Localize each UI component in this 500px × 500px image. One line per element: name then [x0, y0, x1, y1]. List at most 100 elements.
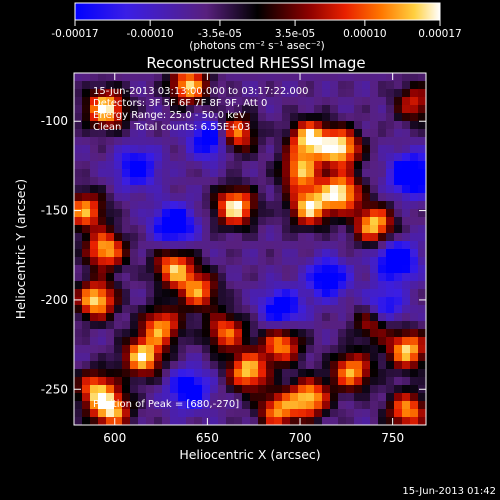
footer-timestamp: 15-Jun-2013 01:42 — [402, 486, 496, 497]
heatmap-cell — [338, 305, 347, 314]
heatmap-cell — [242, 185, 251, 194]
heatmap-cell — [146, 169, 155, 178]
heatmap-cell — [98, 113, 107, 122]
heatmap-cell — [330, 313, 339, 322]
heatmap-cell — [378, 321, 387, 330]
heatmap-cell — [290, 321, 299, 330]
y-axis-ticks: -100-150-200-250 — [41, 114, 426, 396]
heatmap-cell — [114, 129, 123, 138]
heatmap-cell — [266, 257, 275, 266]
heatmap-cell — [138, 297, 147, 306]
heatmap-cell — [314, 177, 323, 186]
heatmap-cell — [354, 129, 363, 138]
heatmap-cell — [346, 321, 355, 330]
heatmap-cell — [362, 161, 371, 170]
heatmap-cell — [234, 105, 243, 114]
heatmap-cell — [338, 177, 347, 186]
heatmap-cell — [154, 249, 163, 258]
heatmap-cell — [258, 385, 267, 394]
heatmap-cell — [242, 249, 251, 258]
heatmap-cell — [298, 241, 307, 250]
heatmap-cell — [322, 369, 331, 378]
y-axis-label: Heliocentric Y (arcsec) — [13, 179, 28, 319]
heatmap-cell — [130, 361, 139, 370]
heatmap-cell — [210, 121, 219, 130]
heatmap-cell — [410, 313, 419, 322]
heatmap-cell — [170, 289, 179, 298]
heatmap-cell — [354, 409, 363, 418]
heatmap-cell — [330, 353, 339, 362]
heatmap-cell — [154, 377, 163, 386]
heatmap-cell — [410, 217, 419, 226]
heatmap-cell — [162, 297, 171, 306]
heatmap-cell — [202, 297, 211, 306]
heatmap-cell — [418, 273, 426, 282]
heatmap-cell — [266, 329, 275, 338]
heatmap-cell — [74, 329, 83, 338]
heatmap-cell — [394, 177, 403, 186]
heatmap-cell — [298, 385, 307, 394]
heatmap-cell — [170, 73, 179, 82]
heatmap-cell — [106, 249, 115, 258]
heatmap-cell — [162, 129, 171, 138]
heatmap-cell — [282, 353, 291, 362]
colorbar-tick-label: -3.5e-05 — [198, 28, 242, 40]
heatmap-cell — [378, 217, 387, 226]
heatmap-cell — [242, 353, 251, 362]
heatmap-cell — [418, 265, 426, 274]
heatmap-cell — [242, 169, 251, 178]
heatmap-cell — [90, 289, 99, 298]
annotation-total-counts: Clean Total counts: 6.55E+03 — [93, 122, 250, 133]
heatmap-cell — [82, 201, 91, 210]
heatmap-cell — [114, 321, 123, 330]
heatmap-cell — [386, 385, 395, 394]
heatmap-cell — [258, 401, 267, 410]
heatmap-cell — [306, 409, 315, 418]
heatmap-cell — [410, 193, 419, 202]
heatmap-cell — [194, 377, 203, 386]
heatmap-cell — [330, 329, 339, 338]
heatmap-cell — [122, 121, 131, 130]
heatmap-cell — [402, 297, 411, 306]
heatmap-cell — [258, 193, 267, 202]
heatmap-cell — [122, 329, 131, 338]
heatmap-cell — [378, 313, 387, 322]
heatmap-cell — [106, 337, 115, 346]
annotation-time-range: 15-Jun-2013 03:13:00.000 to 03:17:22.000 — [93, 86, 309, 97]
heatmap-cell — [354, 217, 363, 226]
heatmap-cell — [162, 177, 171, 186]
heatmap-cell — [402, 97, 411, 106]
heatmap-cell — [298, 97, 307, 106]
heatmap-cell — [410, 145, 419, 154]
heatmap-cell — [106, 377, 115, 386]
heatmap-cell — [306, 113, 315, 122]
heatmap-cell — [410, 73, 419, 82]
heatmap-cell — [202, 329, 211, 338]
heatmap-cell — [298, 281, 307, 290]
heatmap-cell — [258, 369, 267, 378]
heatmap-cell — [394, 209, 403, 218]
heatmap-cell — [202, 137, 211, 146]
heatmap-cell — [298, 393, 307, 402]
heatmap-cell — [82, 289, 91, 298]
heatmap-cell — [394, 145, 403, 154]
heatmap-cell — [306, 217, 315, 226]
heatmap-cell — [122, 353, 131, 362]
heatmap-cell — [210, 145, 219, 154]
heatmap-cell — [274, 257, 283, 266]
heatmap-cell — [170, 241, 179, 250]
heatmap-cell — [202, 105, 211, 114]
heatmap-cell — [154, 273, 163, 282]
heatmap-cell — [346, 137, 355, 146]
heatmap-cell — [122, 337, 131, 346]
heatmap-cell — [154, 337, 163, 346]
heatmap-cell — [250, 265, 259, 274]
heatmap-cell — [98, 89, 107, 98]
heatmap-cell — [122, 409, 131, 418]
heatmap-cell — [186, 209, 195, 218]
heatmap-cell — [394, 265, 403, 274]
heatmap-cell — [226, 161, 235, 170]
heatmap-cell — [106, 297, 115, 306]
heatmap-cell — [130, 185, 139, 194]
heatmap-cell — [258, 177, 267, 186]
